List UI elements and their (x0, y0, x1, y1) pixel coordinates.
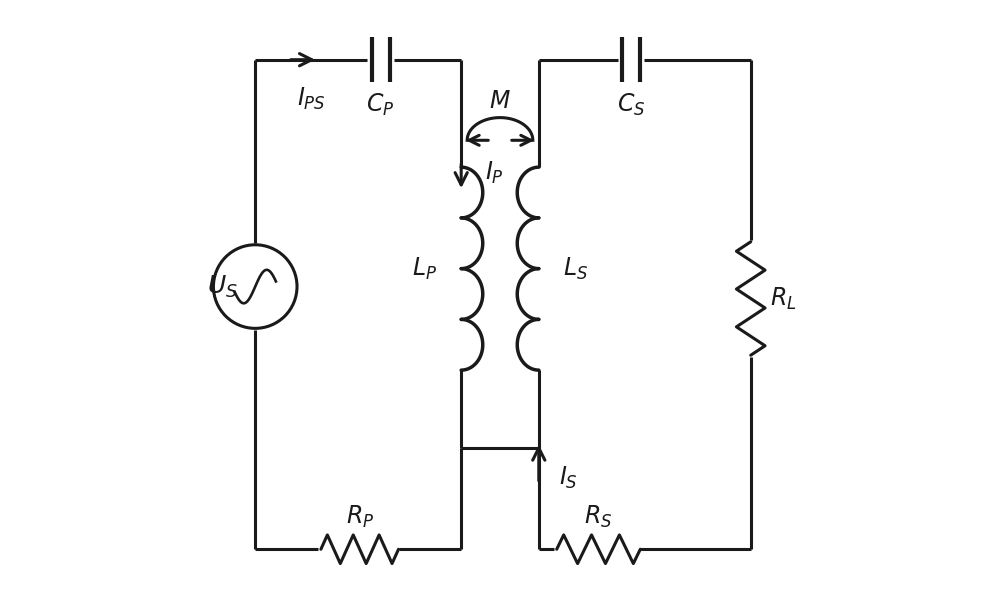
Text: $\mathit{I}_{PS}$: $\mathit{I}_{PS}$ (297, 85, 326, 112)
Text: $\mathit{R}_{S}$: $\mathit{R}_{S}$ (584, 503, 613, 530)
Text: $\mathit{R}_{L}$: $\mathit{R}_{L}$ (770, 285, 797, 312)
Text: $\mathit{M}$: $\mathit{M}$ (489, 90, 511, 113)
Text: $\mathit{I}_{P}$: $\mathit{I}_{P}$ (485, 160, 503, 186)
Text: $\mathit{C}_{S}$: $\mathit{C}_{S}$ (617, 91, 646, 118)
Text: $\mathit{L}_{P}$: $\mathit{L}_{P}$ (412, 256, 437, 282)
Text: $\mathit{I}_{S}$: $\mathit{I}_{S}$ (559, 464, 578, 491)
Text: $\mathit{R}_{P}$: $\mathit{R}_{P}$ (346, 503, 374, 530)
Text: $\mathit{U}_{S}$: $\mathit{U}_{S}$ (207, 273, 238, 300)
Text: $\mathit{L}_{S}$: $\mathit{L}_{S}$ (563, 256, 588, 282)
Text: $\mathit{C}_{P}$: $\mathit{C}_{P}$ (366, 91, 395, 118)
